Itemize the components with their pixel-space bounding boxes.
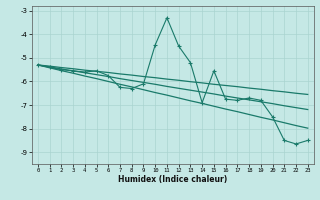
X-axis label: Humidex (Indice chaleur): Humidex (Indice chaleur) [118, 175, 228, 184]
